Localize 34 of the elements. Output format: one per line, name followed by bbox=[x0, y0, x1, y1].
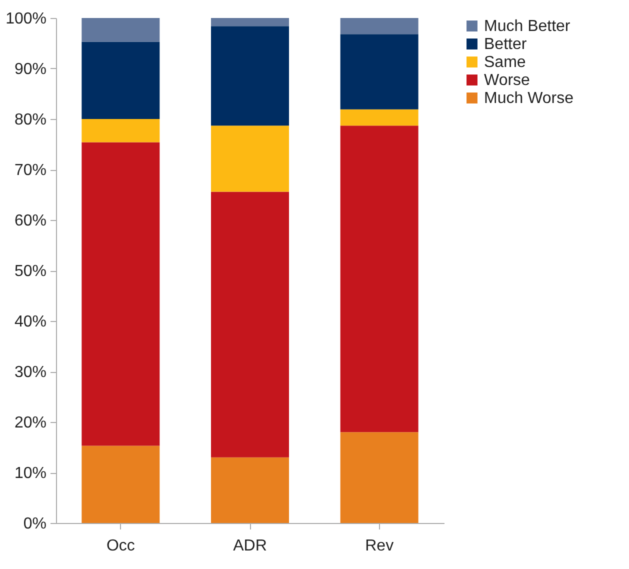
legend-label: Much Better bbox=[484, 18, 571, 35]
y-tick-label: 100% bbox=[6, 10, 46, 28]
y-tick-label: 60% bbox=[14, 212, 46, 230]
bar bbox=[340, 34, 418, 110]
bar bbox=[82, 142, 160, 446]
legend-label: Same bbox=[484, 54, 526, 71]
x-tick-label: Occ bbox=[106, 538, 135, 554]
bar bbox=[82, 446, 160, 523]
bar bbox=[211, 457, 289, 523]
x-tick-label: Rev bbox=[365, 538, 394, 554]
bar bbox=[340, 432, 418, 523]
y-tick-label: 70% bbox=[14, 162, 46, 179]
y-tick-label: 30% bbox=[14, 364, 46, 381]
bar bbox=[211, 26, 289, 126]
legend-label: Much Worse bbox=[484, 90, 574, 107]
y-tick-label: 20% bbox=[14, 414, 46, 432]
bar bbox=[340, 126, 418, 432]
legend-label: Worse bbox=[484, 72, 530, 89]
legend-label: Better bbox=[484, 36, 528, 53]
bar bbox=[340, 18, 418, 34]
y-tick-label: 10% bbox=[14, 465, 46, 482]
bar bbox=[211, 18, 289, 26]
y-tick-label: 40% bbox=[14, 314, 46, 330]
bar bbox=[82, 42, 160, 119]
bar bbox=[340, 109, 418, 126]
bar bbox=[211, 192, 289, 458]
x-tick-label: ADR bbox=[233, 538, 267, 554]
y-tick-label: 80% bbox=[14, 112, 46, 128]
y-tick-label: 50% bbox=[14, 263, 46, 280]
y-tick-label: 90% bbox=[14, 61, 46, 78]
bar bbox=[82, 119, 160, 142]
y-tick-label: 0% bbox=[23, 516, 46, 532]
bar bbox=[211, 126, 289, 192]
bar bbox=[82, 18, 160, 42]
